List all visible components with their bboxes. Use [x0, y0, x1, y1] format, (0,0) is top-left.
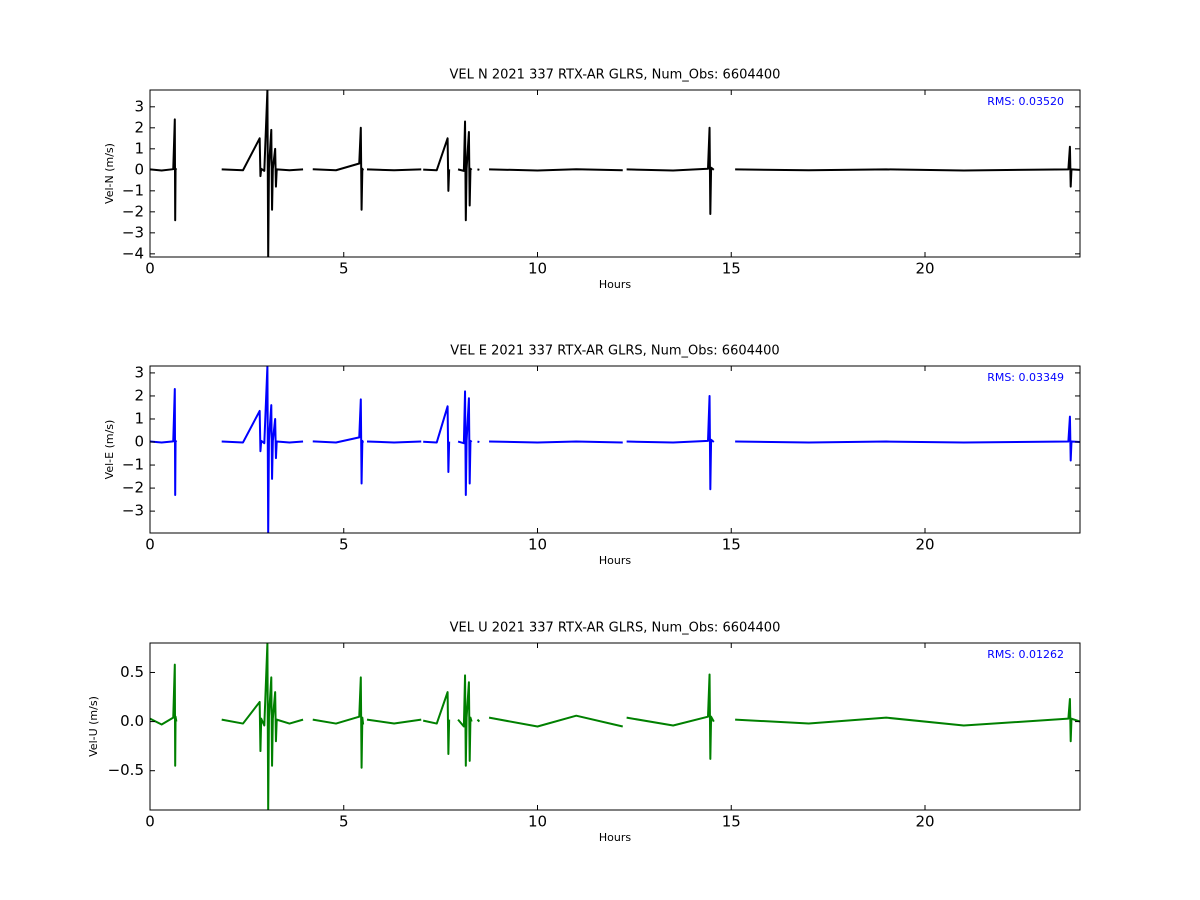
x-tick-label: 5	[339, 260, 349, 278]
y-tick-label: 1	[134, 139, 144, 157]
x-tick-label: 10	[528, 260, 547, 278]
x-axis-label: Hours	[599, 554, 631, 567]
x-axis-label: Hours	[599, 831, 631, 844]
y-axis-label: Vel-U (m/s)	[87, 696, 100, 757]
y-tick-label: 0.0	[120, 712, 144, 730]
data-line	[150, 90, 1080, 257]
y-tick-label: −3	[122, 223, 144, 241]
y-tick-label: 0	[134, 160, 144, 178]
y-tick-label: 2	[134, 386, 144, 404]
y-tick-label: 0.5	[120, 663, 144, 681]
x-axis-label: Hours	[599, 278, 631, 291]
y-axis-label: Vel-N (m/s)	[103, 143, 116, 204]
axes-frame	[149, 642, 1081, 811]
axes-frame	[149, 365, 1081, 534]
subplot-title: VEL U 2021 337 RTX-AR GLRS, Num_Obs: 660…	[450, 621, 781, 636]
x-tick-label: 15	[722, 260, 741, 278]
y-tick-label: 1	[134, 409, 144, 427]
x-tick-label: 0	[145, 813, 155, 831]
y-tick-label: −2	[122, 202, 144, 220]
x-tick-label: 20	[915, 813, 934, 831]
y-tick-label: −1	[122, 456, 144, 474]
y-tick-label: −1	[122, 181, 144, 199]
y-tick-label: 0	[134, 433, 144, 451]
x-tick-label: 5	[339, 813, 349, 831]
x-tick-label: 15	[722, 536, 741, 554]
y-tick-label: −0.5	[108, 761, 144, 779]
y-tick-label: 3	[134, 97, 144, 115]
subplot: VEL E 2021 337 RTX-AR GLRS, Num_Obs: 660…	[103, 344, 1081, 567]
y-tick-label: 3	[134, 363, 144, 381]
data-line	[150, 643, 1080, 810]
y-axis-label: Vel-E (m/s)	[103, 420, 116, 480]
x-tick-label: 10	[528, 813, 547, 831]
y-tick-label: 2	[134, 118, 144, 136]
subplot: VEL N 2021 337 RTX-AR GLRS, Num_Obs: 660…	[103, 68, 1081, 291]
y-tick-label: −3	[122, 502, 144, 520]
subplot-title: VEL E 2021 337 RTX-AR GLRS, Num_Obs: 660…	[450, 344, 779, 359]
y-tick-label: −2	[122, 479, 144, 497]
subplot-title: VEL N 2021 337 RTX-AR GLRS, Num_Obs: 660…	[450, 68, 781, 83]
rms-annotation: RMS: 0.01262	[987, 648, 1064, 661]
x-tick-label: 15	[722, 813, 741, 831]
rms-annotation: RMS: 0.03520	[987, 95, 1064, 108]
rms-annotation: RMS: 0.03349	[987, 371, 1064, 384]
x-tick-label: 5	[339, 536, 349, 554]
x-tick-label: 10	[528, 536, 547, 554]
data-line	[150, 366, 1080, 533]
x-tick-label: 20	[915, 536, 934, 554]
x-tick-label: 0	[145, 260, 155, 278]
x-tick-label: 20	[915, 260, 934, 278]
subplot: VEL U 2021 337 RTX-AR GLRS, Num_Obs: 660…	[87, 621, 1081, 844]
x-tick-label: 0	[145, 536, 155, 554]
y-tick-label: −4	[122, 244, 144, 262]
axes-frame	[149, 89, 1081, 258]
